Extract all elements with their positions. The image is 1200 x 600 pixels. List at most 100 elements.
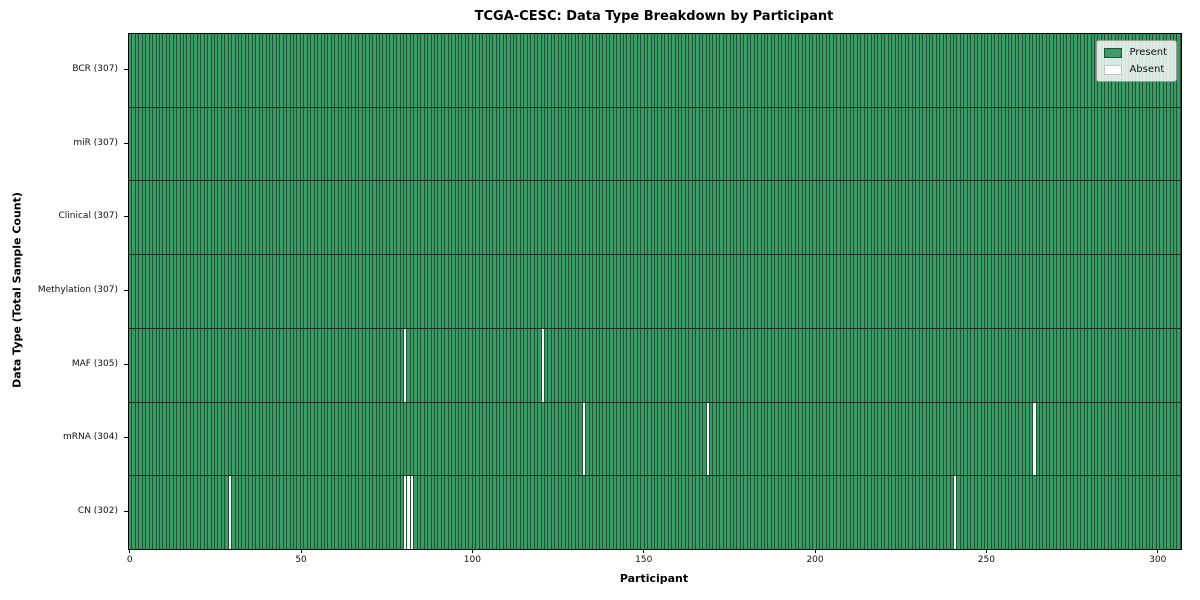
participant-cell <box>447 476 452 550</box>
participant-cell <box>155 328 159 402</box>
participant-cell <box>836 107 840 181</box>
participant-cell <box>1059 34 1063 107</box>
participant-cell <box>1142 328 1146 402</box>
participant-cell <box>1093 181 1098 255</box>
participant-cell <box>578 255 582 328</box>
participant-cell <box>396 181 400 255</box>
participant-cell <box>867 181 871 255</box>
participant-cell <box>530 402 534 476</box>
participant-cell <box>1162 328 1167 402</box>
participant-cell <box>825 255 830 328</box>
participant-cell <box>739 402 744 476</box>
participant-cell <box>643 34 648 107</box>
participant-cell <box>681 255 685 328</box>
participant-cell <box>585 181 589 255</box>
participant-cell <box>733 107 737 181</box>
participant-cell <box>131 402 135 476</box>
participant-cell <box>595 402 599 476</box>
participant-cell <box>134 402 139 476</box>
participant-cell <box>712 402 716 476</box>
participant-cell <box>217 328 221 402</box>
participant-cell <box>430 107 434 181</box>
heatmap-rows <box>129 34 1181 550</box>
participant-cell <box>537 181 541 255</box>
participant-cell <box>990 181 995 255</box>
participant-cell <box>729 181 733 255</box>
participant-cell <box>1001 107 1005 181</box>
participant-cell <box>997 107 1002 181</box>
participant-cell <box>1069 476 1074 550</box>
participant-cell <box>1038 255 1043 328</box>
participant-cell <box>433 476 438 550</box>
participant-cell <box>671 328 675 402</box>
participant-cell <box>805 181 809 255</box>
participant-cell <box>1042 34 1046 107</box>
participant-cell <box>547 476 551 550</box>
participant-cell <box>619 328 623 402</box>
participant-cell <box>880 107 885 181</box>
participant-cell <box>674 34 678 107</box>
participant-cell <box>461 181 465 255</box>
participant-cell <box>798 328 802 402</box>
participant-cell <box>605 107 610 181</box>
participant-cell <box>1128 402 1132 476</box>
participant-cell <box>1104 476 1108 550</box>
legend-entry-present: Present <box>1104 47 1167 58</box>
participant-cell <box>444 255 448 328</box>
participant-cell <box>726 255 730 328</box>
participant-cell <box>348 107 352 181</box>
heatmap-row-mRNA <box>129 402 1181 477</box>
participant-cell <box>502 402 507 476</box>
participant-cell <box>210 402 214 476</box>
participant-cell <box>238 107 242 181</box>
participant-cell <box>1059 107 1063 181</box>
participant-cell <box>794 255 799 328</box>
participant-cell <box>540 255 544 328</box>
participant-cell <box>306 402 311 476</box>
participant-cell <box>598 476 603 550</box>
participant-cell <box>1011 34 1015 107</box>
participant-cell <box>839 107 843 181</box>
participant-cell <box>1173 328 1177 402</box>
participant-cell <box>564 107 568 181</box>
participant-cell <box>334 476 338 550</box>
participant-cell <box>568 476 572 550</box>
participant-cell <box>550 402 555 476</box>
participant-cell <box>949 476 953 550</box>
participant-cell <box>317 34 321 107</box>
participant-cell <box>488 107 493 181</box>
participant-cell <box>451 107 455 181</box>
participant-cell <box>530 255 534 328</box>
participant-cell <box>880 255 885 328</box>
participant-cell <box>966 107 971 181</box>
participant-cell <box>475 402 479 476</box>
participant-cell <box>1063 255 1067 328</box>
participant-cell <box>320 34 324 107</box>
participant-cell <box>915 476 919 550</box>
participant-cell <box>808 402 813 476</box>
participant-cell <box>348 34 352 107</box>
participant-cell <box>983 476 988 550</box>
participant-cell <box>977 107 981 181</box>
participant-cell <box>970 107 974 181</box>
participant-cell <box>234 402 238 476</box>
participant-cell <box>179 402 183 476</box>
participant-cell <box>399 255 403 328</box>
participant-cell <box>798 402 802 476</box>
participant-cell <box>781 255 785 328</box>
participant-cell <box>179 107 183 181</box>
x-tick-label: 200 <box>806 555 824 565</box>
participant-cell <box>973 255 978 328</box>
participant-cell <box>437 107 441 181</box>
participant-cell <box>760 255 764 328</box>
participant-cell <box>406 402 410 476</box>
participant-cell <box>220 255 225 328</box>
participant-cell <box>1097 107 1101 181</box>
participant-cell <box>805 34 809 107</box>
participant-cell <box>241 34 245 107</box>
participant-cell <box>708 181 713 255</box>
participant-cell <box>1038 181 1043 255</box>
participant-cell <box>908 328 912 402</box>
participant-cell <box>815 402 819 476</box>
participant-cell <box>750 255 754 328</box>
